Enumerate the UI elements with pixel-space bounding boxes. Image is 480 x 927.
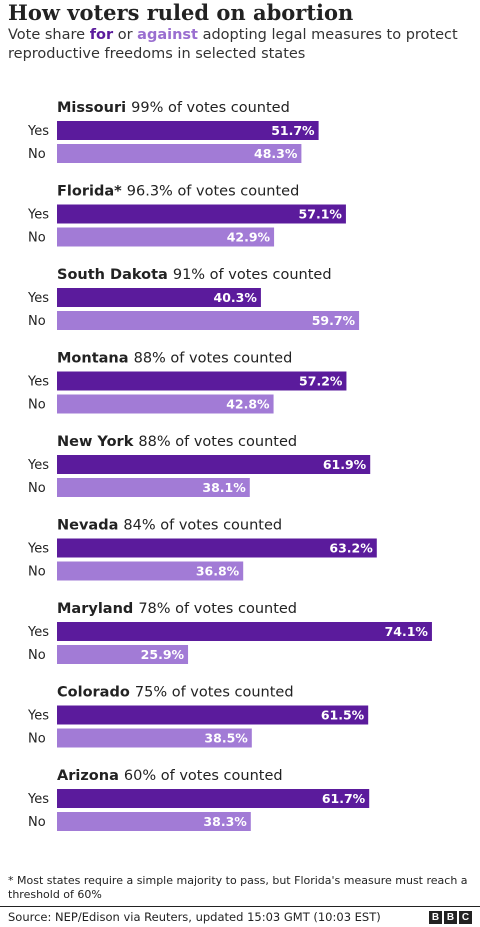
state-name: South Dakota	[57, 267, 173, 283]
bar-value-no-maryland: 25.9%	[141, 647, 185, 662]
state-name: Nevada	[57, 518, 123, 534]
chart-subtitle: Vote share for or against adopting legal…	[8, 26, 478, 64]
row-label-yes: Yes	[27, 792, 49, 807]
bar-yes-missouri	[57, 121, 319, 140]
bar-value-yes-montana: 57.2%	[299, 374, 343, 389]
bar-value-no-missouri: 48.3%	[254, 146, 298, 161]
subtitle-text-middle: or	[113, 27, 138, 43]
bar-yes-nevada	[57, 538, 377, 558]
row-label-no: No	[28, 648, 46, 663]
row-label-no: No	[28, 565, 46, 580]
row-label-yes: Yes	[27, 458, 49, 473]
row-label-yes: Yes	[27, 625, 49, 640]
bar-yes-new-york	[57, 455, 371, 474]
bar-no-colorado	[57, 728, 252, 748]
subtitle-against-keyword: against	[137, 27, 198, 43]
state-name: Florida*	[57, 184, 127, 200]
bar-chart: Missouri 99% of votes counted Yes 51.7% No 4…	[27, 100, 432, 831]
bbc-logo-letter-1: B	[429, 911, 442, 924]
row-label-yes: Yes	[27, 124, 49, 139]
bar-value-yes-arizona: 61.7%	[322, 791, 366, 806]
bar-no-florida	[57, 227, 275, 247]
bar-yes-florida	[57, 204, 346, 224]
state-heading-south-dakota: South Dakota 91% of votes counted	[57, 267, 332, 283]
row-label-yes: Yes	[27, 542, 49, 557]
bar-value-yes-maryland: 74.1%	[385, 624, 429, 639]
bar-no-missouri	[57, 144, 302, 163]
bar-value-yes-south-dakota: 40.3%	[214, 290, 258, 305]
bar-no-nevada	[57, 561, 244, 581]
votes-counted: 84% of votes counted	[123, 518, 282, 534]
bar-no-maryland	[57, 645, 189, 664]
state-heading-montana: Montana 88% of votes counted	[57, 351, 292, 367]
subtitle-text-end: adopting legal measures to protect repro…	[8, 27, 458, 62]
row-label-no: No	[28, 147, 46, 162]
state-name: Arizona	[57, 768, 124, 784]
state-name: Missouri	[57, 100, 131, 116]
state-heading-arizona: Arizona 60% of votes counted	[57, 768, 283, 784]
bbc-logo-letter-3: C	[459, 911, 472, 924]
row-label-no: No	[28, 314, 46, 329]
state-name: New York	[57, 434, 138, 450]
bar-no-montana	[57, 394, 274, 414]
bar-value-no-south-dakota: 59.7%	[312, 313, 356, 328]
row-label-no: No	[28, 815, 46, 830]
state-heading-colorado: Colorado 75% of votes counted	[57, 685, 294, 701]
bbc-logo-letter-2: B	[444, 911, 457, 924]
votes-counted: 91% of votes counted	[173, 267, 332, 283]
bar-yes-maryland	[57, 622, 432, 641]
bar-yes-south-dakota	[57, 288, 261, 307]
bar-value-no-arizona: 38.3%	[203, 814, 247, 829]
votes-counted: 78% of votes counted	[138, 601, 297, 617]
footer-divider	[0, 906, 480, 907]
state-heading-maryland: Maryland 78% of votes counted	[57, 601, 297, 617]
bar-value-yes-colorado: 61.5%	[321, 708, 365, 723]
votes-counted: 99% of votes counted	[131, 100, 290, 116]
bar-value-no-new-york: 38.1%	[202, 480, 246, 495]
row-label-no: No	[28, 231, 46, 246]
bar-value-no-nevada: 36.8%	[196, 564, 240, 579]
subtitle-text-start: Vote share	[8, 27, 90, 43]
bar-value-yes-nevada: 63.2%	[329, 541, 373, 556]
bar-value-yes-florida: 57.1%	[299, 207, 343, 222]
state-name: Montana	[57, 351, 134, 367]
bbc-logo: B B C	[429, 911, 472, 924]
subtitle-for-keyword: for	[89, 27, 114, 43]
votes-counted: 60% of votes counted	[124, 768, 283, 784]
state-heading-florida: Florida* 96.3% of votes counted	[57, 184, 299, 200]
bar-no-new-york	[57, 478, 250, 497]
bar-yes-colorado	[57, 705, 369, 725]
row-label-no: No	[28, 732, 46, 747]
row-label-no: No	[28, 398, 46, 413]
bar-no-arizona	[57, 812, 251, 831]
bar-value-yes-missouri: 51.7%	[271, 123, 315, 138]
bar-no-south-dakota	[57, 311, 360, 330]
chart-title: How voters ruled on abortion	[8, 0, 354, 25]
bar-value-yes-new-york: 61.9%	[323, 457, 367, 472]
row-label-yes: Yes	[27, 291, 49, 306]
row-label-yes: Yes	[27, 208, 49, 223]
bar-yes-arizona	[57, 789, 370, 808]
votes-counted: 96.3% of votes counted	[127, 184, 300, 200]
bar-yes-montana	[57, 371, 347, 391]
state-name: Maryland	[57, 601, 138, 617]
footnote: * Most states require a simple majority …	[8, 874, 468, 901]
votes-counted: 88% of votes counted	[138, 434, 297, 450]
bar-value-no-florida: 42.9%	[227, 230, 271, 245]
bar-value-no-colorado: 38.5%	[204, 731, 248, 746]
bar-value-no-montana: 42.8%	[226, 397, 270, 412]
row-label-yes: Yes	[27, 709, 49, 724]
row-label-yes: Yes	[27, 375, 49, 390]
source-note: Source: NEP/Edison via Reuters, updated …	[8, 910, 381, 924]
state-name: Colorado	[57, 685, 135, 701]
votes-counted: 75% of votes counted	[135, 685, 294, 701]
state-heading-new-york: New York 88% of votes counted	[57, 434, 297, 450]
state-heading-nevada: Nevada 84% of votes counted	[57, 518, 282, 534]
state-heading-missouri: Missouri 99% of votes counted	[57, 100, 290, 116]
row-label-no: No	[28, 481, 46, 496]
votes-counted: 88% of votes counted	[134, 351, 293, 367]
